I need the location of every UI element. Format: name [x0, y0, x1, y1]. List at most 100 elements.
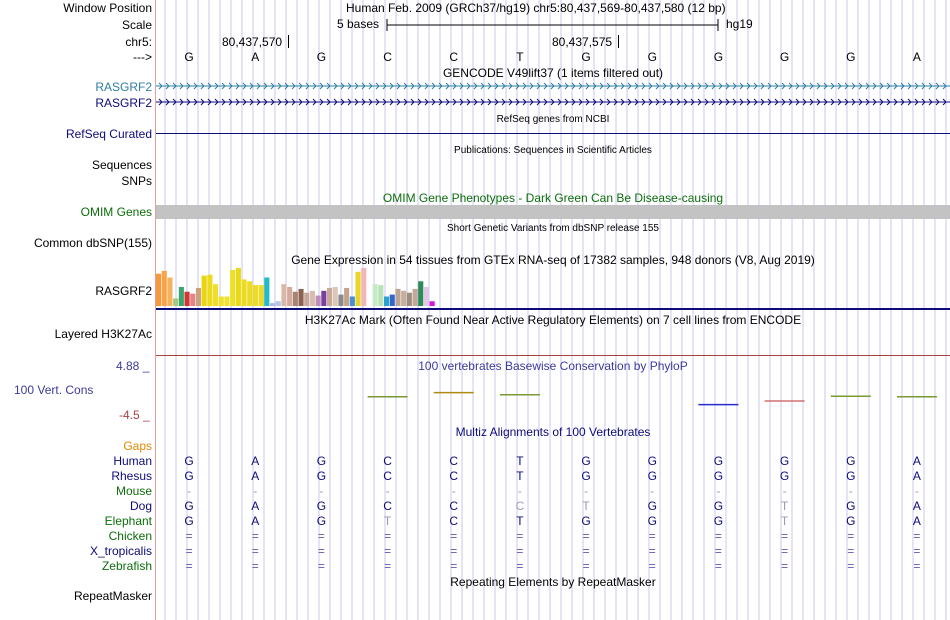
gtex-tissue-bar[interactable]: [161, 270, 167, 306]
gtex-tissue-bar[interactable]: [298, 288, 304, 306]
gtex-tissue-bar[interactable]: [190, 293, 196, 306]
multiz-species-label[interactable]: Chicken: [108, 529, 152, 543]
gaps-label[interactable]: Gaps: [123, 439, 152, 453]
gtex-tissue-bar[interactable]: [355, 271, 361, 306]
gtex-tissue-bar[interactable]: [309, 290, 315, 306]
gtex-tissue-bar[interactable]: [270, 303, 276, 306]
strand-chevron: [277, 98, 282, 106]
multiz-title[interactable]: Multiz Alignments of 100 Vertebrates: [455, 425, 651, 439]
gtex-tissue-bar[interactable]: [207, 274, 213, 306]
gtex-tissue-bar[interactable]: [395, 288, 401, 306]
gtex-tissue-bar[interactable]: [315, 295, 321, 306]
gtex-tissue-bar[interactable]: [378, 285, 384, 306]
gtex-tissue-bar[interactable]: [389, 294, 395, 306]
gtex-tissue-bar[interactable]: [292, 291, 298, 306]
strand-chevron: [200, 82, 205, 90]
gtex-tissue-bar[interactable]: [327, 287, 333, 306]
gtex-tissue-bar[interactable]: [287, 287, 293, 306]
gtex-tissue-bar[interactable]: [218, 296, 224, 307]
strand-chevron: [928, 98, 933, 106]
multiz-species-label[interactable]: Elephant: [104, 514, 152, 528]
gencode-gene-label-2[interactable]: RASGRF2: [95, 96, 152, 110]
strand-chevron: [487, 82, 492, 90]
gencode-transcript-2[interactable]: [156, 96, 950, 108]
multiz-species-label[interactable]: Rhesus: [111, 469, 152, 483]
gtex-tissue-bar[interactable]: [195, 287, 201, 306]
gtex-tissue-bar[interactable]: [230, 269, 236, 306]
gencode-transcript-1[interactable]: [156, 80, 950, 92]
gtex-tissue-bar[interactable]: [184, 291, 190, 306]
gencode-gene-label-1[interactable]: RASGRF2: [95, 80, 152, 94]
phylop-label[interactable]: 100 Vert. Cons: [14, 383, 94, 397]
refseq-gene-line[interactable]: [156, 133, 950, 134]
gtex-tissue-bar[interactable]: [401, 290, 407, 306]
gtex-tissue-bar[interactable]: [173, 298, 179, 306]
sequences-label[interactable]: Sequences: [91, 158, 152, 172]
gtex-tissue-bar[interactable]: [252, 285, 258, 306]
gtex-tissue-bar[interactable]: [372, 284, 378, 306]
gtex-tissue-bar[interactable]: [178, 287, 184, 306]
gtex-tissue-bar[interactable]: [321, 290, 327, 306]
phylop-plot[interactable]: [156, 372, 950, 422]
gtex-tissue-bar[interactable]: [156, 273, 162, 306]
gtex-tissue-bar[interactable]: [412, 288, 418, 306]
strand-chevron: [291, 98, 296, 106]
gtex-tissue-bar[interactable]: [344, 287, 350, 306]
gtex-bar-chart[interactable]: [156, 266, 950, 310]
repeatmasker-title[interactable]: Repeating Elements by RepeatMasker: [450, 575, 656, 589]
gtex-title[interactable]: Gene Expression in 54 tissues from GTEx …: [291, 253, 815, 267]
strand-chevron: [515, 82, 520, 90]
gtex-tissue-bar[interactable]: [264, 277, 270, 307]
refseq-title[interactable]: RefSeq genes from NCBI: [496, 114, 610, 125]
gtex-tissue-bar[interactable]: [338, 294, 344, 306]
phylop-title[interactable]: 100 vertebrates Basewise Conservation by…: [418, 359, 688, 373]
multiz-species-label[interactable]: Dog: [129, 499, 152, 513]
multiz-species-label[interactable]: Mouse: [115, 484, 152, 498]
gtex-tissue-bar[interactable]: [275, 301, 281, 306]
strand-chevron: [445, 82, 450, 90]
dbsnp-title[interactable]: Short Genetic Variants from dbSNP releas…: [447, 223, 659, 234]
strand-chevron: [781, 82, 786, 90]
repeatmasker-label[interactable]: RepeatMasker: [73, 589, 152, 603]
gtex-label[interactable]: RASGRF2: [95, 284, 152, 298]
gtex-tissue-bar[interactable]: [201, 275, 207, 306]
omim-feature-bar[interactable]: [156, 205, 950, 219]
gtex-tissue-bar[interactable]: [235, 268, 241, 306]
multiz-species-label[interactable]: Human: [113, 454, 152, 468]
gtex-tissue-bar[interactable]: [281, 284, 287, 306]
gtex-tissue-bar[interactable]: [304, 292, 310, 306]
gencode-title[interactable]: GENCODE V49lift37 (1 items filtered out): [442, 66, 664, 80]
multiz-species-label[interactable]: X_tropicalis: [89, 544, 152, 558]
gtex-tissue-bar[interactable]: [349, 296, 355, 307]
gtex-tissue-bar[interactable]: [423, 287, 429, 306]
h3k27ac-baseline[interactable]: [156, 355, 950, 356]
snps-label[interactable]: SNPs: [121, 174, 152, 188]
gtex-tissue-bar[interactable]: [384, 296, 390, 307]
multiz-base: =: [648, 559, 656, 573]
gtex-tissue-bar[interactable]: [258, 285, 264, 306]
h3k27ac-label[interactable]: Layered H3K27Ac: [54, 327, 152, 341]
strand-chevron: [186, 82, 191, 90]
gtex-tissue-bar[interactable]: [429, 301, 435, 306]
refseq-label[interactable]: RefSeq Curated: [65, 127, 152, 141]
strand-chevron: [424, 82, 429, 90]
gtex-tissue-bar[interactable]: [224, 296, 230, 307]
gtex-tissue-bar[interactable]: [418, 281, 424, 306]
h3k27ac-title[interactable]: H3K27Ac Mark (Often Found Near Active Re…: [304, 313, 802, 327]
omim-label[interactable]: OMIM Genes: [80, 205, 152, 219]
gtex-tissue-bar[interactable]: [361, 268, 367, 306]
gtex-tissue-bar[interactable]: [406, 292, 412, 306]
dbsnp-label[interactable]: Common dbSNP(155): [33, 236, 152, 250]
multiz-species-label[interactable]: Zebrafish: [101, 559, 152, 573]
gtex-tissue-bar[interactable]: [332, 287, 338, 306]
gtex-tissue-bar[interactable]: [366, 304, 372, 306]
gtex-tissue-bar[interactable]: [213, 284, 219, 306]
gtex-tissue-bar[interactable]: [247, 281, 253, 306]
strand-chevron: [228, 98, 233, 106]
gtex-tissue-bar[interactable]: [241, 279, 247, 306]
publications-title[interactable]: Publications: Sequences in Scientific Ar…: [454, 145, 652, 156]
gtex-tissue-bar[interactable]: [167, 277, 173, 307]
strand-chevron: [403, 98, 408, 106]
omim-title[interactable]: OMIM Gene Phenotypes - Dark Green Can Be…: [382, 191, 724, 205]
strand-chevron: [536, 98, 541, 106]
